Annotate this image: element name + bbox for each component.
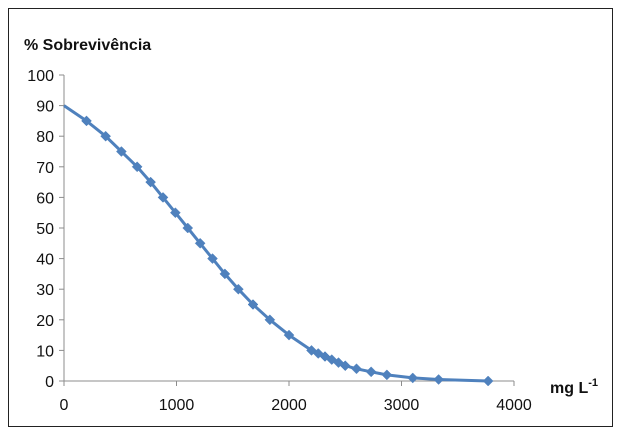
data-point-marker <box>219 268 231 280</box>
data-point-marker <box>116 146 127 157</box>
y-tick-label: 60 <box>36 190 54 207</box>
y-tick-label: 90 <box>36 99 54 116</box>
data-point-marker <box>381 369 393 381</box>
y-tick-label: 30 <box>36 282 54 299</box>
data-point-marker <box>182 222 194 234</box>
y-tick-label: 20 <box>36 313 54 330</box>
data-point-marker <box>81 115 92 127</box>
y-tick-labels: 0 10 20 30 40 50 60 70 80 90 100 <box>27 68 54 391</box>
x-tick-label: 4000 <box>496 397 532 414</box>
y-tick-label: 40 <box>36 252 54 269</box>
axes <box>59 74 515 386</box>
y-tick-label: 100 <box>27 68 54 85</box>
y-tick-label: 80 <box>36 129 54 146</box>
x-axis-label-text: mg L <box>550 380 588 397</box>
data-point-marker <box>365 366 377 378</box>
x-tick-label: 2000 <box>271 397 307 414</box>
survival-chart: % Sobrevivência 0 10 20 30 40 50 60 70 80 90 100 0… <box>24 37 598 414</box>
data-point-marker <box>482 375 494 387</box>
y-tick-label: 70 <box>36 160 54 177</box>
data-point-marker <box>407 372 419 384</box>
data-point-marker <box>194 237 206 249</box>
x-axis-label-superscript: -1 <box>588 377 598 389</box>
y-tick-label: 0 <box>45 374 54 391</box>
data-point-marker <box>145 176 156 188</box>
series-markers <box>81 115 494 387</box>
data-point-marker <box>247 299 259 310</box>
y-tick-label: 50 <box>36 221 54 238</box>
data-point-marker <box>207 253 218 264</box>
x-tick-label: 3000 <box>384 397 420 414</box>
x-tick-label: 0 <box>60 397 69 414</box>
data-point-marker <box>264 314 276 326</box>
data-point-marker <box>131 161 143 173</box>
data-point-marker <box>157 192 169 203</box>
data-point-marker <box>351 363 362 375</box>
data-point-marker <box>433 374 444 385</box>
data-point-marker <box>170 207 181 219</box>
data-point-marker <box>100 130 111 142</box>
data-point-marker <box>283 329 295 341</box>
data-point-marker <box>339 360 351 372</box>
y-axis-label: % Sobrevivência <box>24 37 151 54</box>
data-point-marker <box>233 283 244 295</box>
x-tick-labels: 0 1000 2000 3000 4000 <box>60 397 532 414</box>
x-tick-label: 1000 <box>159 397 195 414</box>
y-tick-label: 10 <box>36 343 54 360</box>
x-axis-label: mg L-1 <box>550 377 598 397</box>
series-line <box>63 104 489 383</box>
chart-frame: % Sobrevivência 0 10 20 30 40 50 60 70 80 90 100 0… <box>8 8 613 427</box>
